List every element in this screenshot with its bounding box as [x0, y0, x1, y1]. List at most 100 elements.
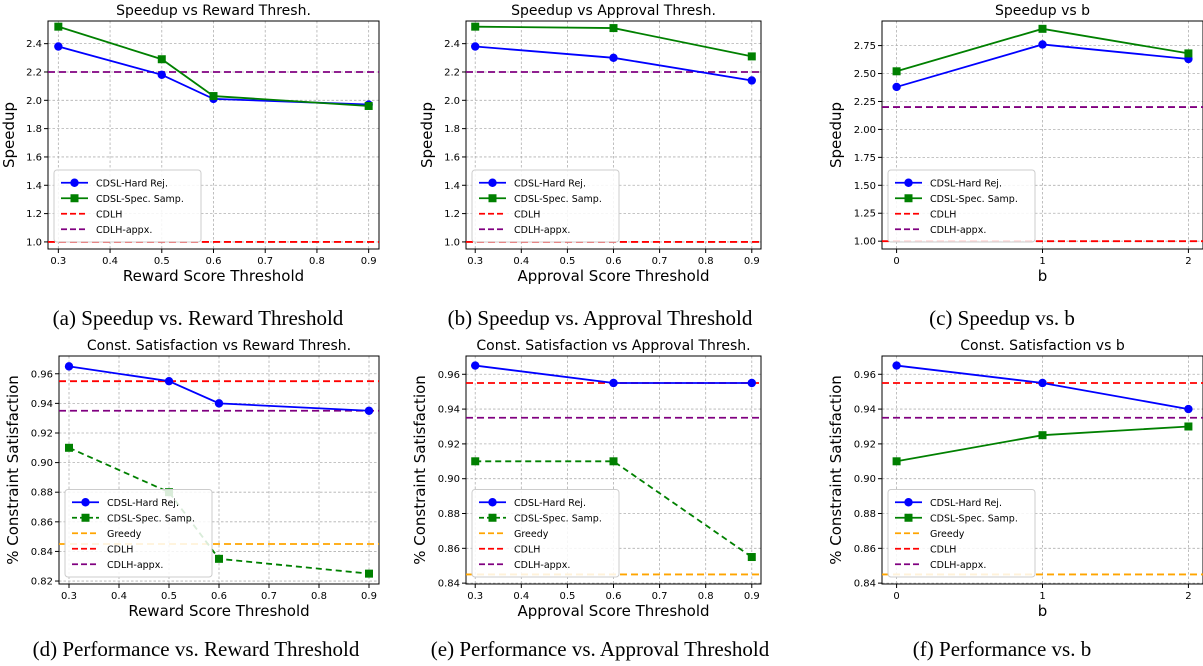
x-axis-label: Reward Score Threshold	[128, 602, 309, 620]
x-tick-label: 0.9	[361, 591, 377, 602]
y-tick-label: 0.84	[31, 547, 53, 558]
y-tick-label: 1.0	[444, 237, 460, 248]
plot-content	[882, 24, 1203, 243]
legend-label: CDSL-Hard Rej.	[514, 178, 586, 189]
y-axis-label: % Constraint Satisfaction	[411, 375, 429, 565]
data-point-hard_rej	[747, 76, 756, 85]
legend-label: CDLH	[930, 544, 956, 555]
chart-title: Const. Satisfaction vs Approval Thresh.	[476, 338, 750, 354]
x-tick-label: 2	[1185, 591, 1191, 602]
y-tick-label: 0.94	[31, 399, 53, 410]
legend-marker-spec_samp	[488, 513, 497, 522]
legend-label: CDLH-appx.	[930, 560, 986, 571]
legend-label: CDSL-Spec. Samp.	[514, 513, 602, 524]
legend-box	[887, 489, 1036, 578]
y-tick-label: 2.75	[854, 41, 876, 52]
data-point-hard_rej	[54, 42, 63, 51]
y-tick-label: 2.25	[854, 97, 876, 108]
legend-label: CDSL-Hard Rej.	[930, 178, 1002, 189]
x-axis-label: Reward Score Threshold	[123, 267, 304, 285]
data-point-spec_samp	[609, 457, 618, 466]
caption-f: (f) Performance vs. b	[912, 637, 1092, 661]
legend-label: CDLH-appx.	[514, 225, 570, 236]
x-tick-label: 0.8	[698, 256, 714, 267]
y-tick-label: 1.2	[26, 209, 42, 220]
caption-c: (c) Speedup vs. b	[929, 306, 1075, 330]
x-tick-label: 0.6	[606, 256, 622, 267]
chart-title: Speedup vs Approval Thresh.	[511, 3, 716, 19]
legend-label: CDSL-Hard Rej.	[930, 498, 1002, 509]
data-point-spec_samp	[747, 52, 756, 61]
data-point-spec_samp	[1184, 49, 1193, 58]
y-tick-label: 0.86	[438, 544, 460, 555]
y-tick-label: 1.6	[26, 152, 42, 163]
data-point-spec_samp	[1038, 431, 1047, 440]
chart-5: 0 1 2 0.84 0.86 0.88 0.90 0.92 0.94 0.96 Const. Sa…	[827, 338, 1203, 620]
x-tick-label: 0.9	[361, 256, 377, 267]
chart-title: Speedup vs b	[995, 3, 1090, 19]
x-tick-label: 1	[1039, 256, 1045, 267]
x-tick-label: 0.6	[211, 591, 227, 602]
legend-label: CDSL-Spec. Samp.	[96, 194, 184, 205]
x-axis-label: b	[1038, 267, 1048, 285]
y-tick-label: 0.90	[438, 474, 460, 485]
data-point-spec_samp	[471, 457, 480, 466]
x-axis-label: Approval Score Threshold	[517, 267, 709, 285]
data-point-hard_rej	[892, 82, 901, 92]
data-point-spec_samp	[471, 22, 480, 31]
data-point-spec_samp	[215, 554, 223, 563]
legend-label: CDSL-Hard Rej.	[107, 498, 179, 509]
data-point-hard_rej	[364, 406, 374, 415]
legend-box	[53, 169, 202, 243]
data-point-hard_rej	[1184, 404, 1193, 414]
legend-label: Greedy	[107, 529, 142, 540]
legend-label: CDSL-Spec. Samp.	[514, 194, 602, 205]
y-tick-label: 0.82	[31, 577, 53, 588]
legend-label: CDLH	[514, 544, 540, 555]
data-point-hard_rej	[471, 361, 480, 370]
y-tick-label: 0.88	[854, 509, 876, 520]
y-tick-label: 2.2	[26, 67, 42, 78]
x-tick-label: 0.3	[50, 256, 66, 267]
legend-marker-hard_rej	[70, 178, 79, 187]
data-point-hard_rej	[471, 42, 480, 51]
y-tick-label: 0.94	[438, 405, 460, 416]
legend-box	[471, 489, 620, 578]
legend-label: CDSL-Hard Rej.	[514, 498, 586, 509]
y-tick-label: 1.8	[26, 124, 42, 135]
x-tick-label: 0.4	[513, 256, 529, 267]
data-point-spec_samp	[209, 92, 218, 101]
x-tick-label: 0.8	[311, 591, 327, 602]
legend-marker-spec_samp	[70, 194, 79, 203]
legend-label: CDLH-appx.	[107, 560, 163, 571]
data-point-spec_samp	[54, 22, 63, 31]
x-tick-label: 0	[893, 256, 899, 267]
y-axis-label: Speedup	[418, 102, 436, 168]
legend-label: CDSL-Spec. Samp.	[930, 513, 1018, 524]
data-point-spec_samp	[892, 457, 901, 466]
y-tick-label: 1.00	[854, 237, 876, 248]
y-tick-label: 0.96	[854, 370, 876, 381]
series-line-spec_samp	[475, 460, 753, 558]
x-tick-label: 2	[1185, 256, 1191, 267]
x-tick-label: 0.7	[257, 256, 273, 267]
legend-box	[471, 169, 620, 243]
legend-label: Greedy	[514, 529, 549, 540]
x-tick-label: 0.3	[61, 591, 77, 602]
x-tick-label: 0.9	[744, 591, 760, 602]
legend-label: CDLH	[930, 209, 956, 220]
legend-marker-hard_rej	[488, 178, 497, 187]
y-tick-label: 0.94	[854, 405, 876, 416]
x-tick-label: 0.8	[309, 256, 325, 267]
legend-marker-hard_rej	[488, 498, 497, 507]
legend: CDSL-Hard Rej. CDSL-Spec. Samp. CDLH CDLH-a…	[53, 169, 202, 243]
y-tick-label: 2.4	[444, 39, 460, 50]
legend-marker-hard_rej	[904, 498, 913, 507]
data-point-hard_rej	[609, 378, 618, 388]
x-tick-label: 0.4	[513, 591, 529, 602]
y-tick-label: 1.25	[854, 209, 876, 220]
y-tick-label: 1.50	[854, 181, 876, 192]
data-point-hard_rej	[892, 361, 901, 370]
chart-4: 0.3 0.4 0.5 0.6 0.7 0.8 0.9 0.84 0.86 0.88 0.90 0.9…	[411, 338, 762, 620]
x-tick-label: 0.7	[261, 591, 277, 602]
